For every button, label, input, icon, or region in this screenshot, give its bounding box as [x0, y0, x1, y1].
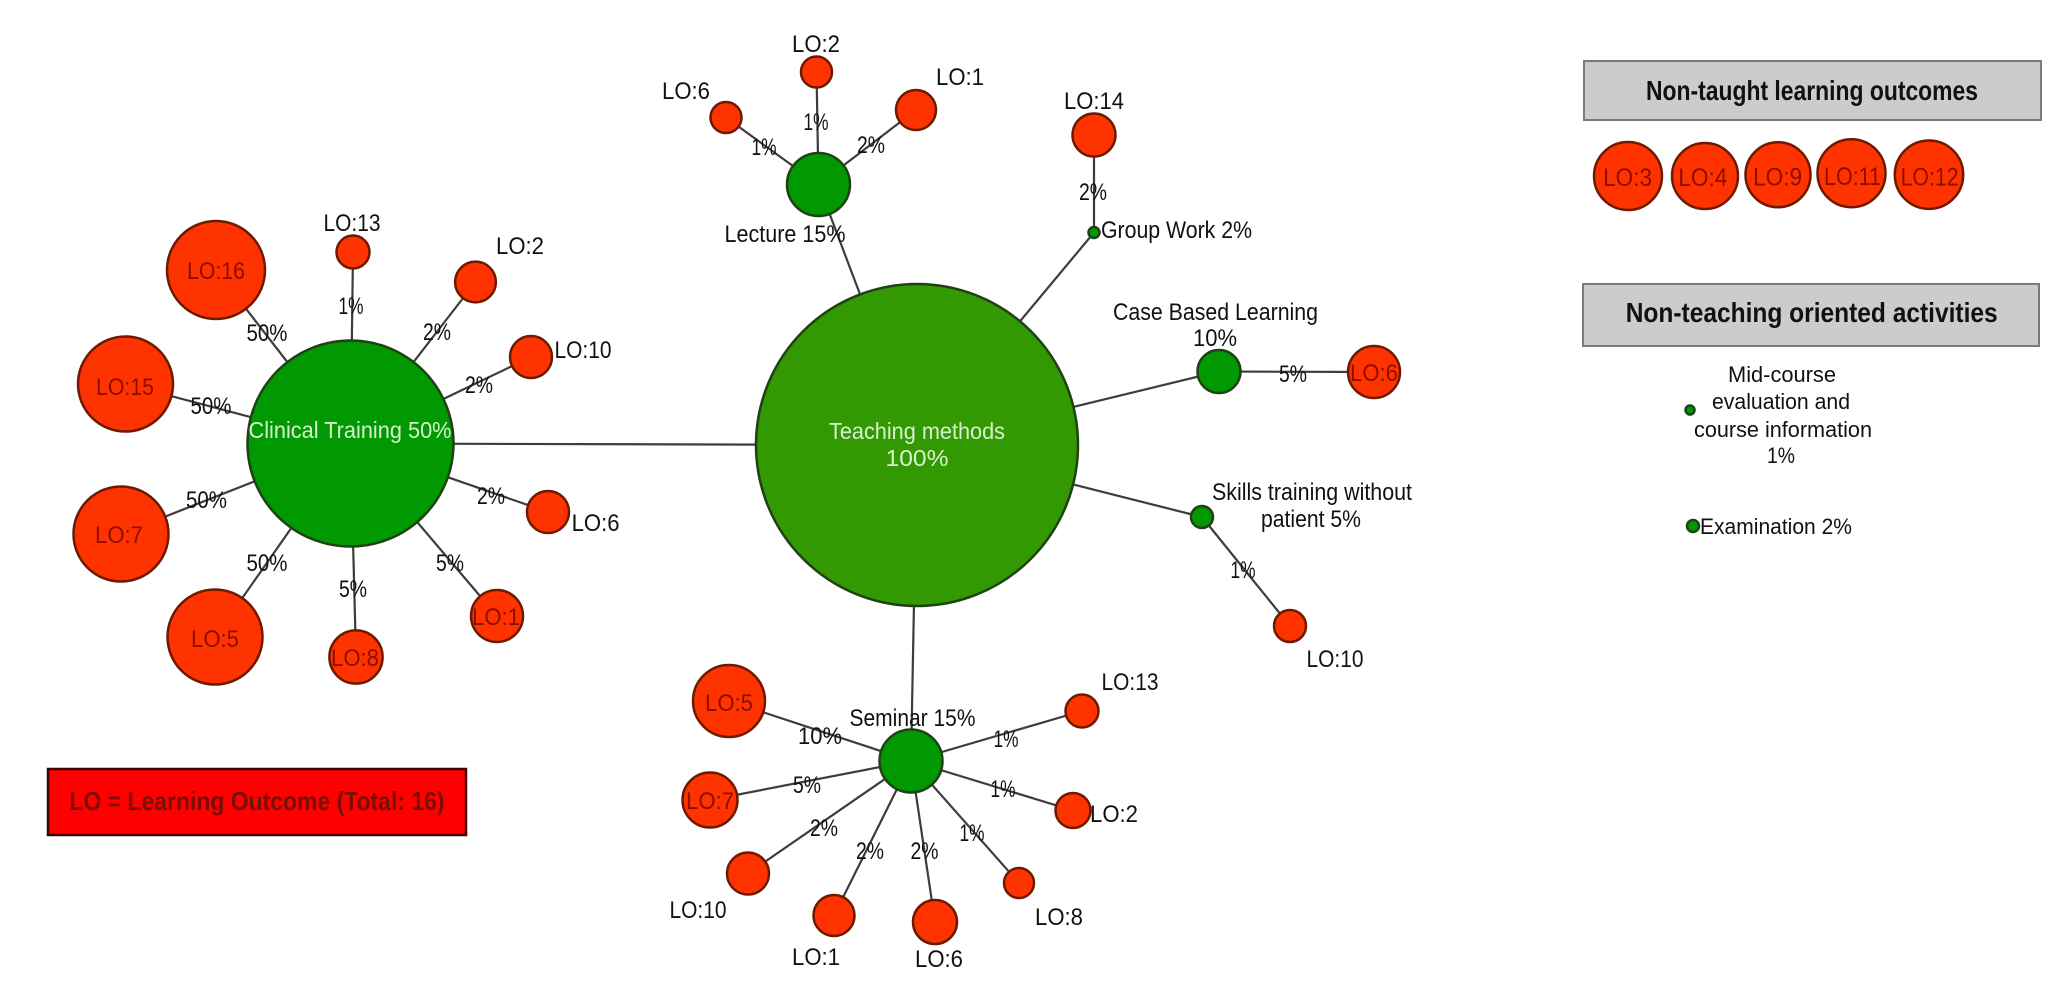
svg-text:Skills training without: Skills training without [1212, 479, 1412, 506]
svg-text:LO:14: LO:14 [1064, 88, 1124, 115]
svg-text:5%: 5% [436, 550, 464, 577]
svg-text:Clinical Training 50%: Clinical Training 50% [249, 417, 452, 443]
svg-text:10%: 10% [798, 723, 842, 750]
svg-text:Examination 2%: Examination 2% [1700, 514, 1852, 539]
svg-text:1%: 1% [804, 109, 829, 136]
svg-text:LO:6: LO:6 [662, 78, 710, 105]
svg-text:LO:6: LO:6 [1350, 360, 1398, 387]
svg-text:LO:15: LO:15 [96, 374, 154, 401]
svg-text:LO:12: LO:12 [1901, 164, 1959, 192]
svg-text:2%: 2% [856, 838, 884, 865]
svg-text:LO:1: LO:1 [792, 944, 840, 971]
svg-text:LO:5: LO:5 [191, 626, 239, 653]
svg-text:1%: 1% [752, 134, 777, 161]
svg-text:1%: 1% [994, 726, 1019, 753]
svg-text:Non-taught learning outcomes: Non-taught learning outcomes [1646, 75, 1978, 106]
svg-text:evaluation and: evaluation and [1712, 389, 1850, 414]
svg-text:LO:10: LO:10 [555, 337, 612, 364]
svg-text:2%: 2% [423, 319, 451, 346]
svg-text:Case Based Learning: Case Based Learning [1113, 299, 1318, 326]
svg-text:LO:2: LO:2 [792, 31, 840, 58]
svg-text:Non-teaching oriented activiti: Non-teaching oriented activities [1626, 297, 1998, 328]
svg-text:LO:2: LO:2 [1090, 801, 1138, 828]
svg-text:5%: 5% [1279, 361, 1307, 388]
svg-text:100%: 100% [886, 445, 949, 471]
svg-text:LO:7: LO:7 [95, 522, 143, 549]
svg-text:LO:8: LO:8 [331, 645, 379, 672]
svg-text:LO:10: LO:10 [670, 897, 727, 924]
svg-text:50%: 50% [191, 393, 232, 420]
svg-text:LO:16: LO:16 [187, 258, 245, 285]
svg-text:Group Work 2%: Group Work 2% [1101, 217, 1252, 244]
svg-text:LO:3: LO:3 [1603, 164, 1652, 192]
svg-text:LO:6: LO:6 [572, 510, 620, 537]
svg-text:5%: 5% [793, 772, 821, 799]
svg-text:LO:1: LO:1 [936, 64, 984, 91]
svg-text:Lecture 15%: Lecture 15% [725, 221, 846, 248]
svg-text:LO:10: LO:10 [1307, 646, 1364, 673]
svg-text:LO:13: LO:13 [1102, 669, 1159, 696]
svg-text:LO:9: LO:9 [1753, 164, 1802, 192]
svg-text:Mid-course: Mid-course [1728, 362, 1836, 387]
svg-text:2%: 2% [465, 372, 493, 399]
svg-text:course information: course information [1694, 417, 1872, 442]
svg-text:Teaching methods: Teaching methods [829, 418, 1005, 444]
svg-text:2%: 2% [477, 483, 505, 510]
svg-text:1%: 1% [1231, 557, 1256, 584]
svg-text:LO:11: LO:11 [1824, 163, 1881, 191]
svg-text:LO:1: LO:1 [472, 604, 520, 631]
svg-text:Seminar 15%: Seminar 15% [850, 705, 976, 732]
svg-text:2%: 2% [911, 838, 939, 865]
svg-text:10%: 10% [1193, 325, 1237, 352]
svg-text:2%: 2% [810, 815, 838, 842]
svg-text:2%: 2% [857, 132, 885, 159]
svg-text:LO:4: LO:4 [1678, 164, 1727, 192]
svg-text:LO:8: LO:8 [1035, 904, 1083, 931]
svg-text:LO:2: LO:2 [496, 233, 544, 260]
svg-text:LO:13: LO:13 [324, 210, 381, 237]
svg-text:LO:6: LO:6 [915, 946, 963, 973]
svg-text:50%: 50% [247, 550, 288, 577]
svg-text:50%: 50% [186, 487, 227, 514]
svg-text:1%: 1% [960, 820, 985, 847]
svg-text:5%: 5% [339, 576, 367, 603]
svg-text:2%: 2% [1079, 179, 1107, 206]
svg-text:LO = Learning Outcome (Total:: LO = Learning Outcome (Total: 16) [70, 786, 445, 816]
svg-text:LO:7: LO:7 [686, 788, 734, 815]
svg-text:1%: 1% [339, 293, 364, 320]
svg-text:LO:5: LO:5 [705, 690, 753, 717]
svg-text:1%: 1% [1767, 443, 1795, 468]
svg-text:1%: 1% [991, 776, 1016, 803]
svg-text:50%: 50% [247, 320, 288, 347]
svg-text:patient 5%: patient 5% [1261, 506, 1361, 533]
